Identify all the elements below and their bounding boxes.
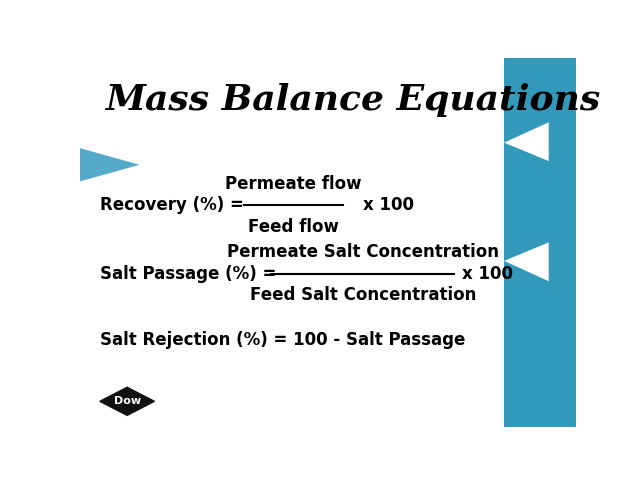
Text: x 100: x 100	[363, 196, 413, 215]
Text: Permeate Salt Concentration: Permeate Salt Concentration	[227, 243, 499, 262]
Bar	[504, 58, 576, 427]
Text: Salt Rejection (%) = 100 - Salt Passage: Salt Rejection (%) = 100 - Salt Passage	[100, 331, 465, 349]
Polygon shape	[504, 122, 548, 161]
Text: Feed flow: Feed flow	[248, 218, 339, 236]
Text: Recovery (%) =: Recovery (%) =	[100, 196, 250, 215]
Text: Dow: Dow	[113, 396, 141, 407]
Polygon shape	[80, 148, 140, 181]
Text: x 100: x 100	[462, 265, 513, 283]
Polygon shape	[504, 242, 548, 281]
Text: Salt Passage (%) =: Salt Passage (%) =	[100, 265, 282, 283]
Text: Mass Balance Equations: Mass Balance Equations	[105, 84, 600, 118]
Polygon shape	[100, 387, 154, 415]
Text: Permeate flow: Permeate flow	[225, 175, 362, 193]
Text: Feed Salt Concentration: Feed Salt Concentration	[250, 286, 476, 304]
